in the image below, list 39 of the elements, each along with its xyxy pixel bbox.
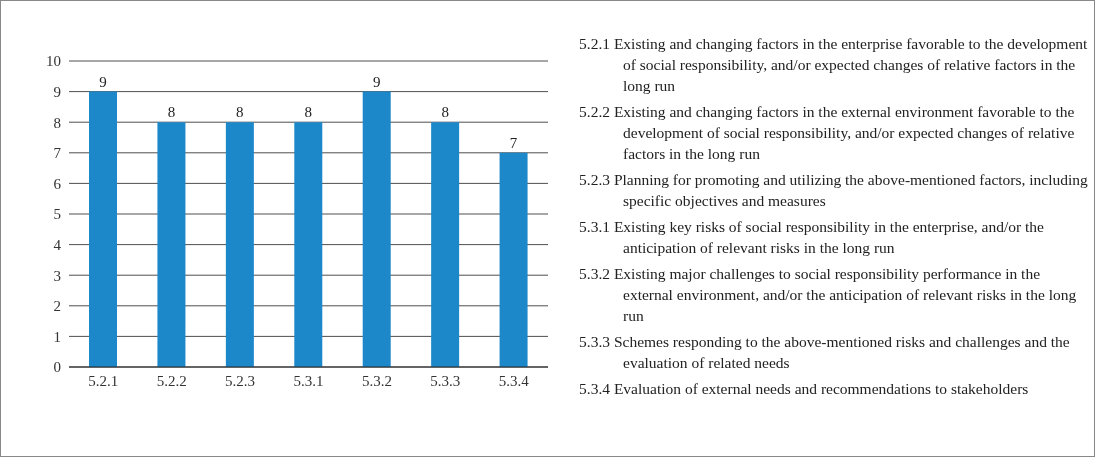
y-tick-label: 7	[53, 145, 62, 162]
y-tick-label: 6	[53, 175, 62, 192]
data-label: 8	[304, 104, 313, 121]
data-label: 7	[509, 134, 518, 151]
text: 5.3.1 Existing key risks of social responsibility in the enterprise, and/or the anticipation of relevant risks in the long run	[579, 217, 1045, 258]
data-label: 8	[236, 104, 244, 121]
text: 5.3.3 Schemes responding to the above-mentioned risks and challenges and the evaluation of related needs	[579, 332, 1071, 373]
data-label: 8	[441, 104, 449, 121]
bar	[294, 122, 323, 367]
y-tick-label: 0	[53, 359, 61, 376]
y-tick-label: 3	[53, 267, 61, 284]
text: 5.2.1 Existing and changing factors in the enterprise favorable to the development of social responsibility, and/or expected changes of relative factors in the long run	[579, 34, 1089, 96]
x-tick-label: 5.3.4	[498, 372, 530, 389]
y-tick-label: 4	[53, 236, 62, 253]
data-label: 8	[167, 104, 176, 121]
text: 5.3.4 Evaluation of external needs and recommendations to stakeholders	[579, 379, 1030, 399]
bar	[499, 152, 528, 367]
x-tick-label: 5.3.3	[430, 372, 461, 389]
x-tick-label: 5.2.3	[225, 372, 256, 389]
y-tick-label: 10	[46, 53, 61, 70]
x-tick-label: 5.2.2	[156, 372, 187, 389]
text: 5.3.2 Existing major challenges to social responsibility performance in the external environment, and/or the anticipation of relevant risks in the long run	[579, 264, 1078, 326]
bar	[157, 122, 186, 367]
y-tick-label: 8	[53, 114, 61, 131]
y-tick-label: 2	[53, 298, 61, 315]
text: 5.2.2 Existing and changing factors in the external environment favorable to the development of social responsibility, and/or expected changes of relative factors in the long run	[579, 102, 1076, 164]
y-tick-label: 1	[53, 328, 61, 345]
x-tick-label: 5.3.2	[361, 372, 392, 389]
x-tick-label: 5.3.1	[293, 372, 324, 389]
x-tick-label: 5.2.1	[88, 372, 119, 389]
bar	[225, 122, 254, 367]
data-label: 9	[99, 73, 107, 90]
y-tick-label: 5	[53, 206, 61, 223]
y-tick-label: 9	[53, 83, 61, 100]
bar	[431, 122, 460, 367]
bar	[89, 91, 117, 367]
bar	[362, 91, 391, 367]
text: 5.2.3 Planning for promoting and utilizing the above-mentioned factors, including specific objectives and measures	[579, 170, 1089, 211]
data-label: 9	[372, 73, 381, 90]
